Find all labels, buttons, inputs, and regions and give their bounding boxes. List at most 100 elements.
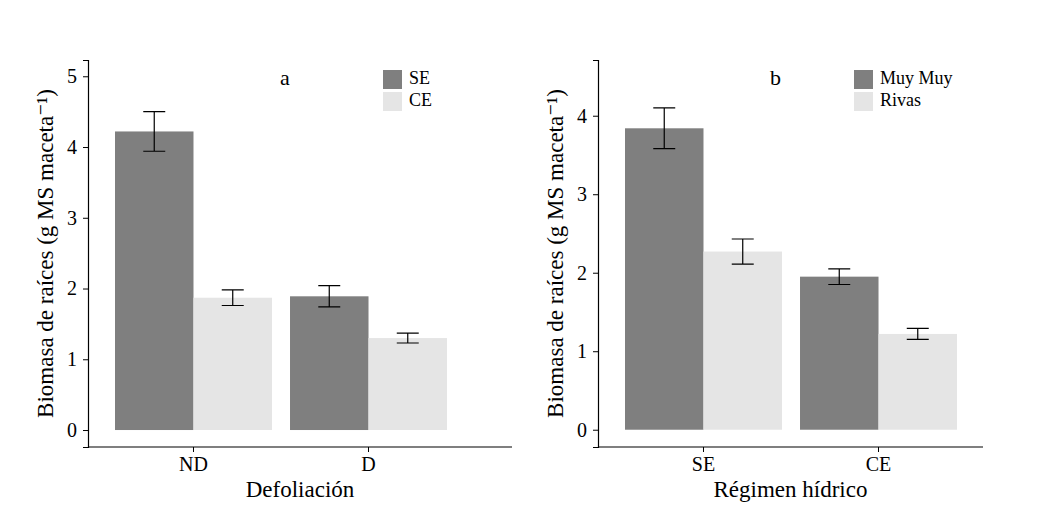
bar xyxy=(193,298,271,430)
plot-area xyxy=(115,112,447,430)
bar xyxy=(879,334,957,430)
panel: 0 1 2 3 4 5 ND D Defoliación Biomasa de raíces (g… xyxy=(33,61,512,503)
tick-label: 1 xyxy=(577,340,587,362)
tick-label: 4 xyxy=(67,136,77,158)
figure: 0 1 2 3 4 5 ND D Defoliación Biomasa de raíces (g… xyxy=(0,0,1061,509)
tick: 1 xyxy=(577,340,598,362)
legend-swatch xyxy=(854,70,873,89)
axis-line xyxy=(593,61,599,448)
tick-label: 0 xyxy=(67,419,77,441)
tick: CE xyxy=(866,447,892,475)
error-bars xyxy=(653,108,850,285)
panel: 0 1 2 3 4 SE CERégimen hídrico Biomasa de raíce… xyxy=(543,61,983,503)
tick-mark xyxy=(83,147,88,148)
error-bars xyxy=(732,239,929,339)
legend-label: Rivas xyxy=(880,90,921,110)
tick: 1 xyxy=(67,348,88,370)
tick: 2 xyxy=(67,277,88,299)
tick-mark xyxy=(83,218,88,219)
tick-label: CE xyxy=(866,453,892,475)
tick: 2 xyxy=(577,262,598,284)
tick-label: 2 xyxy=(67,277,77,299)
legend-label: SE xyxy=(409,68,430,88)
tick-label: 3 xyxy=(67,207,77,229)
legend-swatch xyxy=(854,92,873,111)
tick: 0 xyxy=(67,419,88,441)
bar xyxy=(369,338,447,430)
legend-label: Muy Muy xyxy=(880,68,953,88)
legend-swatch xyxy=(383,70,402,89)
tick-mark xyxy=(593,351,598,352)
error-bar xyxy=(828,269,850,285)
series xyxy=(193,298,447,430)
y-axis: 0 1 2 3 4 5 xyxy=(67,61,89,448)
tick-mark xyxy=(193,447,194,452)
tick: ND xyxy=(179,447,208,475)
tick-label: 3 xyxy=(577,183,587,205)
bar xyxy=(800,277,878,430)
error-bars xyxy=(222,290,419,343)
error-bar xyxy=(222,290,244,306)
tick: D xyxy=(361,447,375,475)
x-axis-title: Defoliación xyxy=(246,477,355,502)
axis-line xyxy=(88,446,512,447)
error-bar xyxy=(732,239,754,264)
y-axis-title: Biomasa de raíces (g MS maceta⁻¹) xyxy=(33,89,58,418)
y-axis-title: Biomasa de raíces (g MS maceta⁻¹) xyxy=(543,89,568,418)
x-axis: ND D xyxy=(88,447,512,475)
tick: SE xyxy=(692,447,715,475)
error-bar xyxy=(653,108,675,149)
tick: 4 xyxy=(67,136,88,158)
tick-label: D xyxy=(361,453,375,475)
error-bar xyxy=(907,328,929,339)
tick-label: SE xyxy=(692,453,715,475)
bar xyxy=(115,131,193,430)
tick-mark xyxy=(593,116,598,117)
y-axis: 0 1 2 3 4 xyxy=(577,61,599,448)
tick: 3 xyxy=(67,207,88,229)
tick-label: 0 xyxy=(577,419,587,441)
legend-item: CE xyxy=(383,90,432,111)
x-axis-title: Régimen hídrico xyxy=(714,477,868,502)
title: b xyxy=(770,65,781,90)
tick-label: ND xyxy=(179,453,208,475)
legend-item: SE xyxy=(383,68,430,89)
tick-mark xyxy=(368,447,369,452)
tick-mark xyxy=(703,447,704,452)
tick: 5 xyxy=(67,65,88,87)
tick-mark xyxy=(83,359,88,360)
title: a xyxy=(280,65,290,90)
legend-label: CE xyxy=(409,90,432,110)
tick-mark xyxy=(593,194,598,195)
bar xyxy=(625,128,703,429)
series xyxy=(115,131,369,430)
tick-mark xyxy=(593,273,598,274)
bar xyxy=(290,296,368,430)
bar xyxy=(703,252,781,430)
tick-mark xyxy=(593,430,598,431)
error-bar xyxy=(318,286,340,307)
legend: Muy MuyRivas xyxy=(854,68,953,111)
tick-label: 5 xyxy=(67,65,77,87)
axis-line xyxy=(83,61,89,448)
tick: 0 xyxy=(577,419,598,441)
series xyxy=(625,128,879,429)
tick-label: 4 xyxy=(577,105,587,127)
tick-mark xyxy=(83,289,88,290)
error-bar xyxy=(143,112,165,152)
plot-area xyxy=(625,108,957,430)
tick-label: 2 xyxy=(577,262,587,284)
legend-item: Muy Muy xyxy=(854,68,953,89)
axis-line xyxy=(598,446,983,447)
error-bar xyxy=(397,333,419,343)
series xyxy=(703,252,957,430)
tick-label: 1 xyxy=(67,348,77,370)
tick: 3 xyxy=(577,183,598,205)
legend-item: Rivas xyxy=(854,90,921,111)
legend-swatch xyxy=(383,92,402,111)
tick: 4 xyxy=(577,105,598,127)
tick-mark xyxy=(83,430,88,431)
tick-mark xyxy=(878,447,879,452)
error-bars xyxy=(143,112,340,307)
x-axis: SE CE xyxy=(598,447,983,475)
